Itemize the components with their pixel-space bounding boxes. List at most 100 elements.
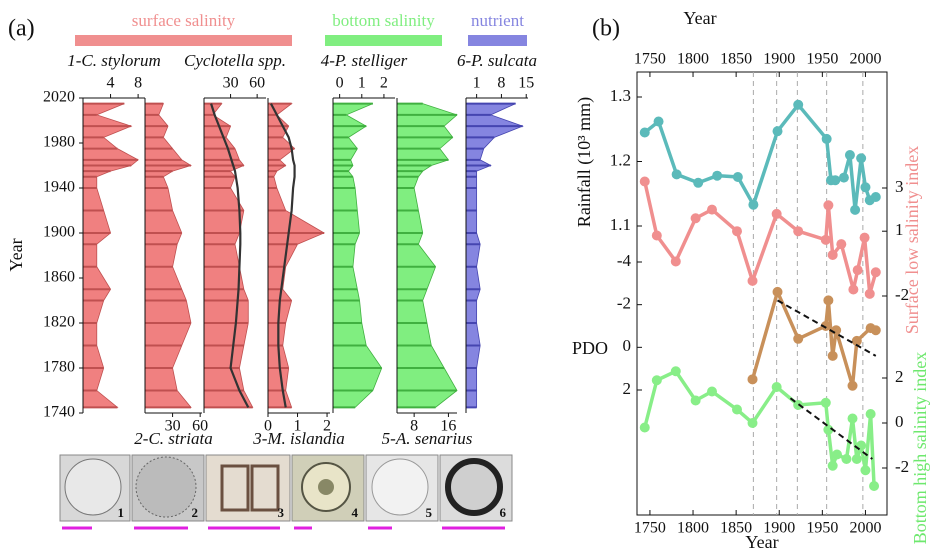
strip-title: 1-C. stylorum — [67, 51, 161, 70]
x-tick-label: 1950 — [806, 51, 838, 68]
y-tick-label: 0 — [895, 412, 904, 431]
series-point — [640, 177, 650, 187]
x-tick-label: 30 — [223, 75, 239, 92]
series-point — [848, 414, 858, 424]
x-tick-label: 60 — [249, 75, 265, 92]
series-point — [871, 325, 881, 335]
series-point — [707, 387, 717, 397]
photo-cell — [372, 459, 428, 515]
series-point — [671, 256, 681, 266]
series-point — [869, 481, 879, 491]
series-line — [645, 371, 874, 486]
series-point — [772, 209, 782, 219]
series-point — [831, 325, 841, 335]
y-tick-label: 1940 — [43, 179, 75, 196]
y-axis-title: Rainfall (10³ mm) — [574, 97, 595, 227]
series-point — [866, 409, 876, 419]
figure: (a) (b) 123456surface salinitybottom sal… — [0, 0, 936, 553]
strip-title: 6-P. sulcata — [457, 51, 537, 70]
series-point — [853, 265, 863, 275]
x-tick-label: 8 — [497, 75, 505, 92]
series-point — [748, 200, 758, 210]
photo-cell — [136, 457, 196, 517]
group-label: bottom salinity — [332, 11, 435, 30]
series-point — [830, 175, 840, 185]
series-point — [832, 450, 842, 460]
x-tick-label: 1750 — [634, 520, 666, 537]
series-point — [732, 226, 742, 236]
group-label: surface salinity — [132, 11, 236, 30]
series-point — [871, 192, 881, 202]
y-tick-label: 2020 — [43, 89, 75, 106]
y-axis-title: Bottom high salinity index — [910, 352, 930, 545]
series-point — [707, 205, 717, 215]
series-point — [652, 375, 662, 385]
x-tick-label: 2000 — [849, 520, 881, 537]
group-bar — [468, 35, 527, 46]
series-point — [822, 134, 832, 144]
series-point — [865, 289, 875, 299]
y-tick-label: 2 — [895, 367, 904, 386]
y-tick-label: 1.2 — [610, 150, 631, 169]
x-tick-label: 8 — [134, 75, 142, 92]
strip-title: 2-C. striata — [134, 429, 212, 448]
series-point — [821, 235, 831, 245]
series-point — [823, 200, 833, 210]
y-tick-label: 0 — [623, 336, 632, 355]
x-tick-label: 0 — [336, 75, 344, 92]
y-axis-title: Year — [6, 238, 26, 271]
series-point — [848, 381, 858, 391]
y-tick-label: 1.3 — [610, 86, 631, 105]
series-point — [828, 250, 838, 260]
x-tick-label: 1750 — [634, 51, 666, 68]
series-point — [772, 382, 782, 392]
y-tick-label: 1860 — [43, 269, 75, 286]
group-label: nutrient — [471, 11, 524, 30]
series-point — [871, 267, 881, 277]
x-tick-label: 1800 — [677, 51, 709, 68]
series-point — [640, 423, 650, 433]
series-point — [691, 213, 701, 223]
y-tick-label: 1820 — [43, 314, 75, 331]
x-tick-label: 1850 — [720, 51, 752, 68]
x-tick-label: 4 — [107, 75, 115, 92]
x-tick-label: 1 — [473, 75, 481, 92]
series-point — [748, 276, 758, 286]
photo-row — [60, 455, 512, 528]
series-point — [860, 233, 870, 243]
photo-cell — [318, 479, 334, 495]
series-point — [823, 295, 833, 305]
panel-label: (a) — [8, 16, 35, 42]
strip-title: 4-P. stelliger — [321, 51, 408, 70]
series-point — [860, 182, 870, 192]
series-point — [748, 418, 758, 428]
y-tick-label: 1900 — [43, 224, 75, 241]
strip-title: 5-A. senarius — [382, 429, 473, 448]
series-point — [856, 153, 866, 163]
group-bar — [325, 35, 442, 46]
series-point — [821, 398, 831, 408]
series-point — [836, 239, 846, 249]
series-point — [860, 465, 870, 475]
series-line — [645, 105, 876, 210]
x-tick-label: 1 — [358, 75, 366, 92]
x-tick-label: 2 — [380, 75, 388, 92]
photo-cell — [448, 461, 500, 513]
series-point — [712, 171, 722, 181]
series-point — [748, 374, 758, 384]
series-point — [733, 172, 743, 182]
series-point — [852, 454, 862, 464]
series-point — [691, 396, 701, 406]
x-axis-title: Year — [683, 8, 716, 28]
series-point — [848, 285, 858, 295]
x-tick-label: 2000 — [849, 51, 881, 68]
x-axis-title: Year — [745, 532, 778, 552]
y-tick-label: -4 — [617, 251, 632, 270]
photo-number: 4 — [352, 505, 359, 520]
series-point — [828, 461, 838, 471]
strip-title: 3-M. islandia — [252, 429, 345, 448]
y-tick-label: 1.1 — [610, 215, 631, 234]
strip-title: Cyclotella spp. — [184, 51, 286, 70]
photo-cell — [65, 459, 121, 515]
y-axis-title: PDO — [572, 338, 608, 358]
